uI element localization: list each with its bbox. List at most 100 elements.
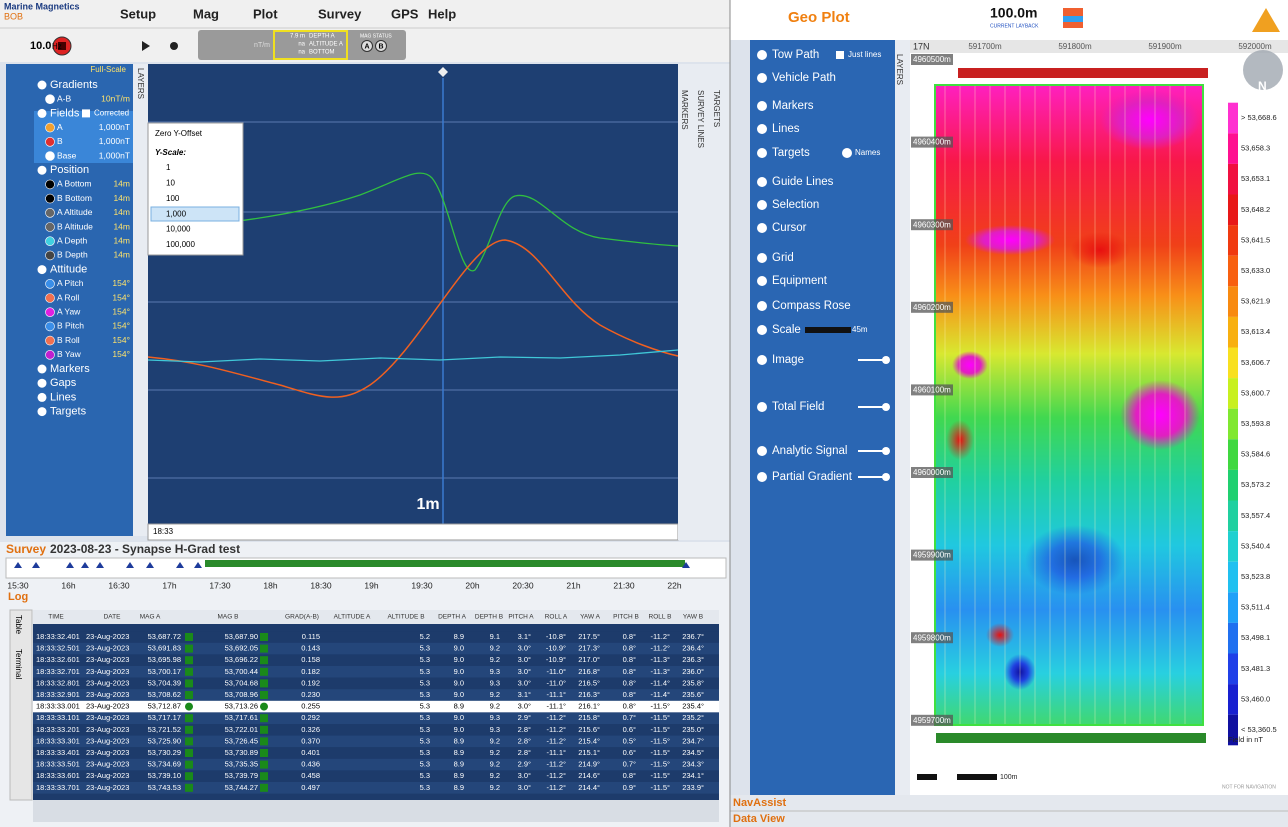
option-toggle[interactable] [836,51,844,59]
menu-item[interactable]: 10,000 [166,225,191,234]
table-row[interactable] [33,712,719,724]
layer-toggle[interactable] [757,355,767,365]
record-dot[interactable] [170,42,178,50]
group-label: Attitude [50,264,87,276]
slider-thumb[interactable] [882,356,890,364]
time-scrollbar[interactable] [147,523,679,541]
user: BOB [4,11,23,21]
table-row[interactable] [33,724,719,736]
layer-option: Just lines [848,50,881,59]
table-row[interactable] [33,747,719,759]
expander[interactable] [37,108,47,118]
menu-item[interactable]: Help [428,6,456,21]
table-cell: 5.3 [420,771,430,780]
side-tab[interactable]: TARGETS [712,90,721,127]
layer-toggle[interactable] [757,446,767,456]
expander[interactable] [37,378,47,388]
readout-label: DEPTH A [309,34,335,40]
menu-item[interactable]: Plot [253,6,278,21]
table-row[interactable] [33,677,719,690]
table-cell: 5.2 [420,632,430,641]
menu-item[interactable]: 100,000 [166,240,195,249]
warning-icon[interactable] [1252,8,1280,32]
slider-thumb[interactable] [882,473,890,481]
layer-toggle[interactable] [757,148,767,158]
table-row[interactable] [33,689,719,701]
table-row[interactable] [33,770,719,782]
layer-toggle[interactable] [757,301,767,311]
legend-unit: Field in nT [1228,735,1263,744]
layers-tab[interactable] [895,40,910,795]
table-cell: 18:33:33.601 [36,771,80,780]
table-row[interactable] [33,758,719,771]
table-cell: -11.2° [650,632,670,641]
layer-toggle[interactable] [757,200,767,210]
layer-toggle[interactable] [757,101,767,111]
play-button[interactable] [142,41,150,51]
layer-label: Grid [772,252,794,264]
expander[interactable] [37,265,47,275]
menu-item[interactable]: Survey [318,6,362,21]
slider-thumb[interactable] [882,447,890,455]
layer-toggle[interactable] [757,223,767,233]
table-row[interactable] [33,735,719,748]
tab[interactable]: LAYERS [895,54,904,85]
table-cell: 53,730.29 [148,748,181,757]
tab[interactable]: Table [14,615,23,635]
expander[interactable] [37,80,47,90]
layer-toggle[interactable] [757,472,767,482]
sensor-indicator [361,40,373,52]
expander[interactable] [37,407,47,417]
table-row[interactable] [33,666,719,678]
table-cell: 0.8° [623,655,636,664]
menu-item[interactable]: 1,000 [166,209,187,218]
layer-toggle[interactable] [757,325,767,335]
table-row[interactable] [33,654,719,666]
table-cell: 216.1° [578,702,600,711]
menu-item[interactable]: 10 [166,179,175,188]
checkbox[interactable] [82,109,90,118]
panel-title[interactable]: NavAssist [733,797,787,809]
menu-item[interactable]: GPS [391,6,419,21]
menu-item[interactable]: Zero Y-Offset [155,129,203,138]
panel-title[interactable]: Data View [733,813,785,825]
menu-item[interactable]: 1 [166,163,171,172]
table-row[interactable] [33,782,719,794]
menu-item[interactable]: 100 [166,194,180,203]
side-tab[interactable]: MARKERS [680,90,689,130]
group-label: Lines [50,391,77,403]
readout-box [273,30,348,60]
tab[interactable]: LAYERS [136,68,145,99]
layer-toggle[interactable] [757,276,767,286]
expander[interactable] [37,165,47,175]
expander[interactable] [37,392,47,402]
layer-toggle[interactable] [757,73,767,83]
table-cell: -11.5° [650,783,670,792]
layer-toggle[interactable] [757,402,767,412]
table-row[interactable] [33,642,719,655]
table-row[interactable] [33,631,719,643]
layer-toggle[interactable] [757,124,767,134]
slider-thumb[interactable] [882,403,890,411]
side-tab[interactable]: SURVEY LINES [696,90,705,148]
menu-item[interactable]: Setup [120,6,156,21]
layer-toggle[interactable] [757,50,767,60]
table-cell: 3.0° [518,644,531,653]
expander[interactable] [37,364,47,374]
layers-tab[interactable] [133,64,148,536]
table-row[interactable] [33,700,719,713]
series-scale: 154° [112,278,130,288]
option-toggle[interactable] [842,148,852,158]
table-cell: 234.3° [682,760,704,769]
layer-toggle[interactable] [757,177,767,187]
anomaly [1120,380,1200,450]
table-cell: 23-Aug-2023 [86,760,129,769]
tab[interactable]: Terminal [14,649,23,679]
table-cell: 9.0 [454,667,464,676]
menu-item[interactable]: Mag [193,6,219,21]
table-cell: 216.3° [578,690,600,699]
cursor-handle[interactable] [438,67,448,77]
table-cell: 5.3 [420,713,430,722]
layer-toggle[interactable] [757,253,767,263]
